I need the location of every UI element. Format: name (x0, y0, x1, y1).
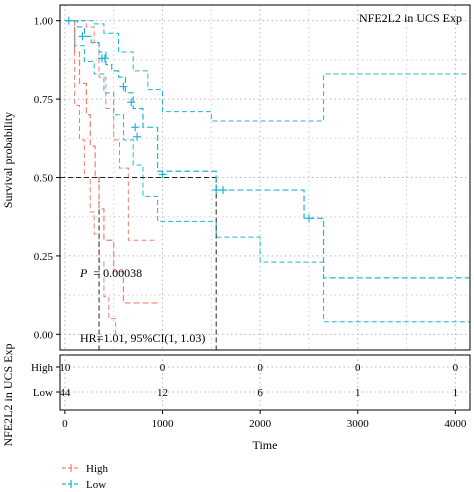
risk-count-low-2: 6 (257, 387, 263, 399)
censor-mark-low (64, 16, 73, 25)
risk-count-high-1: 0 (160, 362, 166, 374)
x-tick-label-2: 2000 (249, 418, 272, 430)
p-value-label: P (79, 266, 88, 280)
risk-count-low-3: 1 (355, 387, 361, 399)
x-axis: 0 1000 2000 3000 4000 (62, 410, 467, 430)
censor-mark-low (304, 214, 313, 223)
y-tick-label-4: 1.00 (34, 16, 54, 28)
median-survival-guides (60, 177, 217, 350)
legend-label-high: High (86, 463, 109, 475)
risk-table-title: NFE2L2 in UCS Exp (1, 343, 15, 446)
censor-mark-low (100, 54, 109, 63)
plot-frame (59, 4, 471, 351)
ci-lower-low (64, 20, 470, 323)
censor-mark-low (131, 123, 140, 132)
survival-curves (64, 20, 470, 304)
risk-table-rows: High 10 0 0 0 0 Low 44 12 6 1 1 (31, 362, 459, 399)
x-tick-label-4: 4000 (444, 418, 467, 430)
censor-mark-low (212, 186, 221, 195)
ci-upper-high (64, 20, 158, 241)
y-axis: 0.00 0.25 0.50 0.75 1.00 (34, 16, 60, 341)
ci-lower-high (64, 20, 117, 335)
ci-upper-low (64, 20, 470, 122)
x-tick-label-0: 0 (62, 418, 68, 430)
confidence-bands (64, 20, 470, 335)
y-tick-label-0: 0.00 (34, 329, 54, 341)
x-tick-label-1: 1000 (152, 418, 175, 430)
censor-mark-low (219, 186, 228, 195)
risk-table-grid (60, 355, 470, 410)
censor-mark-low (127, 98, 136, 107)
censor-mark-low (119, 82, 128, 91)
risk-count-high-4: 0 (453, 362, 459, 374)
p-value-number: = 0.00038 (93, 266, 142, 280)
risk-count-high-2: 0 (257, 362, 263, 374)
plot-grid (60, 5, 470, 350)
x-axis-label: Time (253, 438, 278, 452)
legend-item-high: High (62, 463, 109, 475)
survival-curve-high (64, 20, 158, 304)
y-tick-label-1: 0.25 (34, 251, 54, 263)
risk-table-frame (59, 354, 471, 411)
risk-row-label-high: High (31, 362, 54, 374)
chart-title: NFE2L2 in UCS Exp (359, 11, 462, 25)
survival-curve-low (64, 20, 470, 279)
y-tick-label-3: 0.75 (34, 94, 54, 106)
risk-count-low-0: 44 (59, 387, 71, 399)
y-axis-label: Survival probability (1, 112, 15, 208)
risk-count-low-1: 12 (157, 387, 168, 399)
risk-row-label-low: Low (33, 387, 53, 399)
risk-count-high-0: 10 (59, 362, 71, 374)
censor-mark-low (133, 132, 142, 141)
hazard-ratio-text: HR=1.01, 95%CI(1, 1.03) (80, 331, 205, 345)
y-tick-label-2: 0.50 (34, 173, 54, 185)
censor-marks (64, 16, 313, 223)
legend: High Low (62, 463, 109, 491)
legend-label-low: Low (86, 479, 106, 491)
censor-mark-low (78, 32, 87, 41)
x-tick-label-3: 3000 (347, 418, 370, 430)
legend-item-low: Low (62, 479, 106, 491)
risk-count-low-4: 1 (453, 387, 459, 399)
censor-mark-low (158, 170, 167, 179)
p-value-text: P = 0.00038 (79, 266, 142, 280)
risk-count-high-3: 0 (355, 362, 361, 374)
